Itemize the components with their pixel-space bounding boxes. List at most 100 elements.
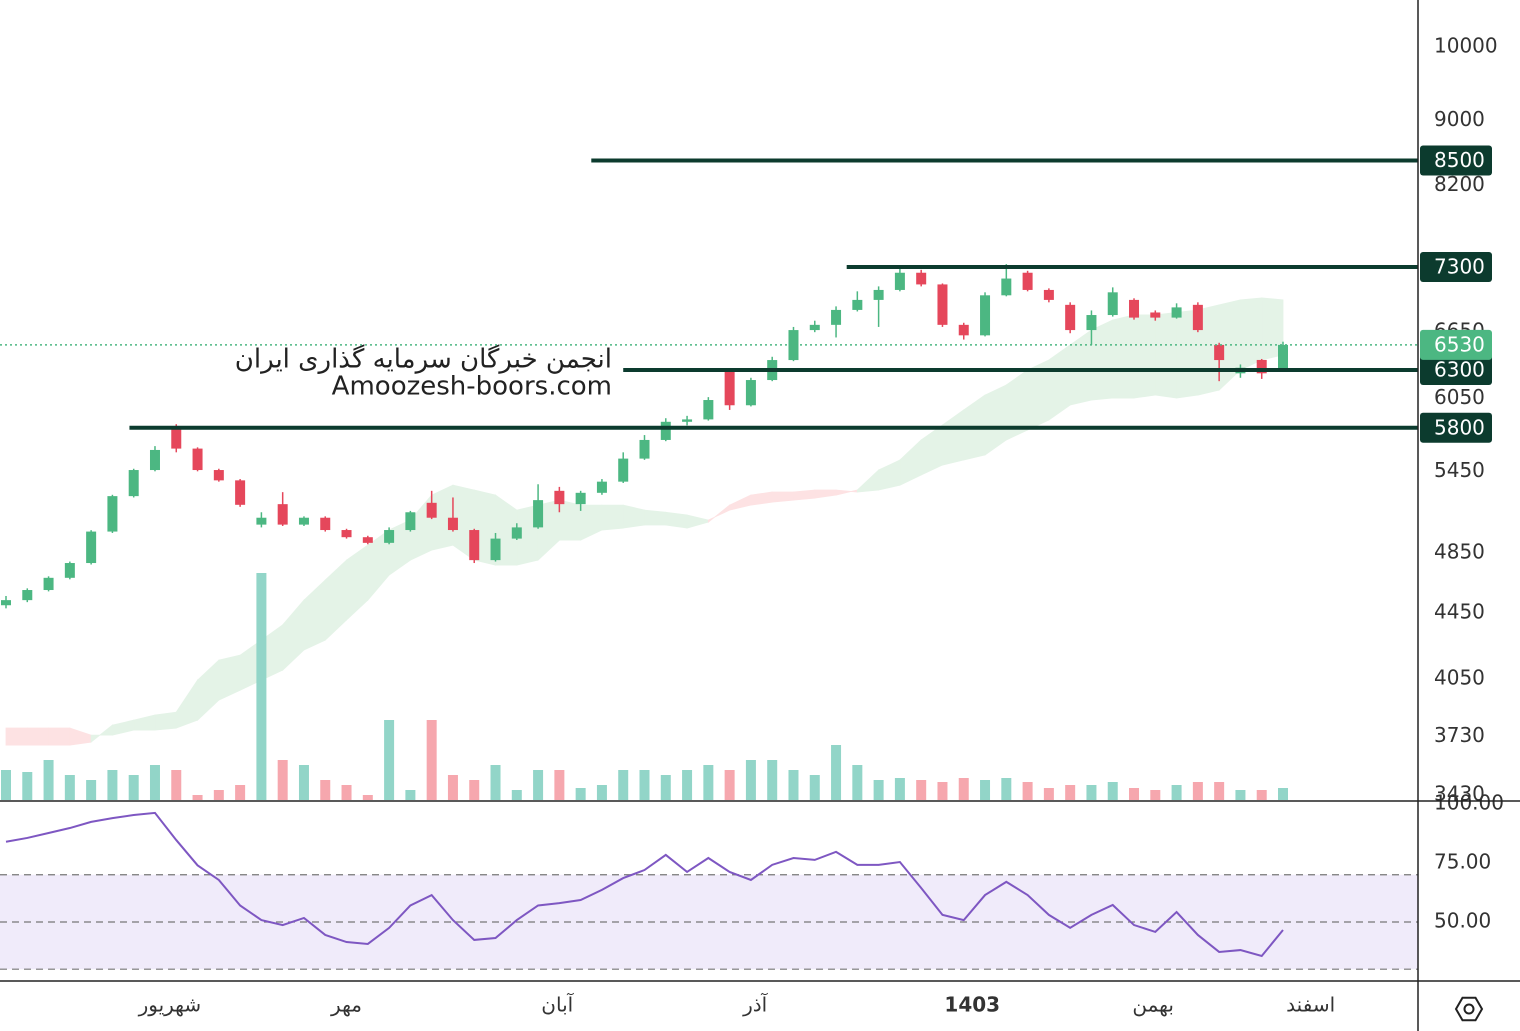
- candle-body: [575, 492, 586, 505]
- y-tick-label: 4850: [1434, 539, 1485, 563]
- volume-bar: [64, 775, 75, 800]
- volume-bar: [43, 760, 54, 800]
- cloud-segment: [48, 727, 71, 746]
- rsi-tick-label: 50.00: [1434, 908, 1491, 932]
- candle-body: [1214, 344, 1225, 361]
- volume-bar: [469, 780, 480, 800]
- y-tick-label: 8200: [1434, 172, 1485, 196]
- volume-bar: [724, 770, 735, 800]
- candle-body: [1150, 312, 1161, 318]
- volume-bar: [426, 720, 437, 800]
- candle-body: [277, 504, 288, 525]
- candle-body: [256, 517, 267, 525]
- x-tick-label: شهریور: [138, 993, 202, 1017]
- x-tick-label: مهر: [330, 993, 362, 1017]
- candle-body: [1001, 278, 1012, 296]
- volume-bar: [533, 770, 544, 800]
- volume-bar: [511, 790, 522, 800]
- volume-bar: [213, 790, 224, 800]
- x-tick-label: آذر: [742, 992, 769, 1017]
- candle-body: [1278, 344, 1288, 370]
- volume-bar: [171, 770, 182, 800]
- candle-body: [852, 299, 863, 310]
- volume-bar: [745, 760, 756, 800]
- candle-body: [1022, 272, 1033, 290]
- volume-bar: [639, 770, 650, 800]
- volume-bar: [1129, 788, 1140, 800]
- volume-bar: [1192, 782, 1203, 800]
- candle-body: [447, 517, 458, 531]
- candle-body: [405, 512, 416, 531]
- volume-bar: [1065, 785, 1076, 800]
- volume-bar: [618, 770, 629, 800]
- candle-body: [320, 517, 331, 531]
- cloud-segment: [5, 727, 28, 746]
- last-price-label: 6530: [1434, 332, 1485, 356]
- candle-body: [980, 295, 991, 336]
- cloud-layer: [5, 297, 1284, 746]
- candle-body: [64, 563, 75, 578]
- volume-bar: [1086, 785, 1097, 800]
- level-label-box: [1420, 145, 1492, 176]
- last-price-box: [1420, 329, 1492, 360]
- level-label-box: [1420, 354, 1492, 385]
- cloud-segment: [154, 711, 177, 731]
- volume-bar: [682, 770, 693, 800]
- volume-bar: [1043, 788, 1054, 800]
- settings-dot[interactable]: [1463, 1003, 1475, 1015]
- candle-body: [213, 470, 224, 481]
- candle-body: [639, 439, 650, 459]
- cloud-segment: [1154, 312, 1177, 399]
- candle-body: [1171, 307, 1182, 318]
- volume-bar: [1107, 782, 1118, 800]
- volume-bar: [852, 765, 863, 800]
- candle-body: [596, 481, 607, 493]
- candle-body: [426, 502, 437, 518]
- volume-bar: [384, 720, 395, 800]
- volume-bar: [447, 775, 458, 800]
- x-tick-label: 1403: [944, 993, 1000, 1017]
- volume-bar: [1256, 790, 1267, 800]
- candle-body: [916, 272, 927, 285]
- volume-bar: [128, 775, 139, 800]
- candle-body: [235, 480, 246, 505]
- volume-bar: [916, 780, 927, 800]
- cloud-segment: [771, 491, 794, 503]
- volume-bar: [1022, 782, 1033, 800]
- candle-body: [682, 419, 693, 422]
- candle-body: [511, 527, 522, 539]
- settings-icon[interactable]: [1454, 996, 1484, 1022]
- cloud-segment: [1133, 314, 1156, 399]
- settings-hexagon[interactable]: [1454, 996, 1484, 1022]
- candle-body: [724, 369, 735, 406]
- volume-bar: [256, 573, 267, 800]
- y-tick-label: 5450: [1434, 458, 1485, 482]
- x-tick-label: بهمن: [1132, 993, 1174, 1017]
- volume-bar: [873, 780, 884, 800]
- candle-body: [745, 380, 756, 406]
- volume-bar: [362, 795, 373, 800]
- y-tick-label: 4450: [1434, 600, 1485, 624]
- cloud-segment: [665, 511, 688, 529]
- candle-body: [894, 272, 905, 290]
- volume-bar: [809, 775, 820, 800]
- volume-bar: [1171, 785, 1182, 800]
- volume-bar: [490, 765, 501, 800]
- candle-body: [469, 530, 480, 561]
- candle-body: [958, 324, 969, 336]
- volume-bar: [788, 770, 799, 800]
- candle-body: [490, 538, 501, 561]
- volume-bar: [980, 780, 991, 800]
- volume-bar: [341, 785, 352, 800]
- candle-body: [341, 530, 352, 538]
- candle-body: [937, 284, 948, 325]
- volume-bar: [86, 780, 97, 800]
- volume-bar: [1235, 790, 1246, 800]
- y-tick-label: 4050: [1434, 665, 1485, 689]
- candle-layer: [1, 264, 1288, 609]
- volume-bar: [596, 785, 607, 800]
- candle-body: [1086, 315, 1097, 331]
- x-tick-label: اسفند: [1286, 993, 1335, 1017]
- volume-bar: [1214, 782, 1225, 800]
